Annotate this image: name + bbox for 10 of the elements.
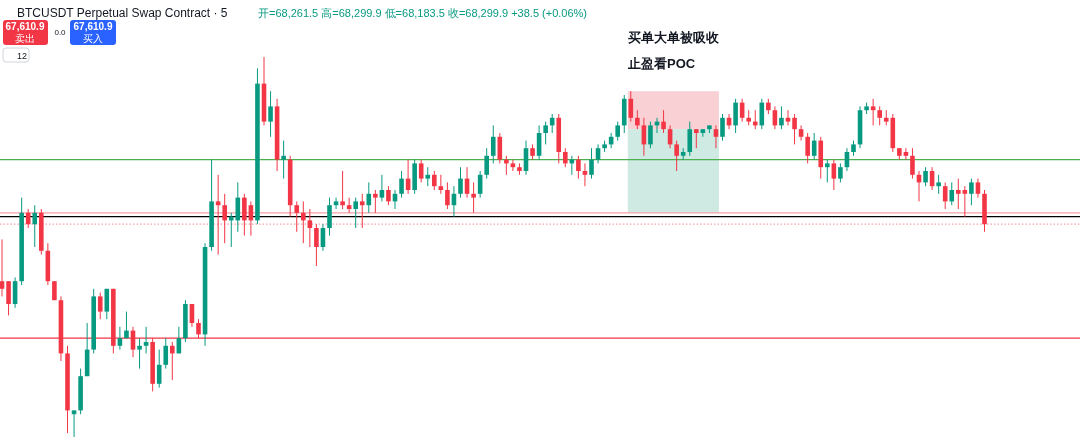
text: 67,610.9 <box>5 21 45 32</box>
text: 买单大单被吸收 <box>628 30 720 45</box>
text: 0.0 <box>54 28 67 37</box>
chart-title: BTCUSDT Perpetual Swap Contract · 5 <box>17 6 228 20</box>
annotation: 止盈看POC <box>627 56 696 71</box>
annotation: 12 <box>17 51 28 61</box>
text: 买入 <box>83 33 103 44</box>
text: 67,610.9 <box>73 21 113 32</box>
text: 开=68,261.5 高=68,299.9 低=68,183.5 收=68,299.9 +38.5 (+0.06%) <box>258 7 588 19</box>
text: 卖出 <box>15 33 35 44</box>
